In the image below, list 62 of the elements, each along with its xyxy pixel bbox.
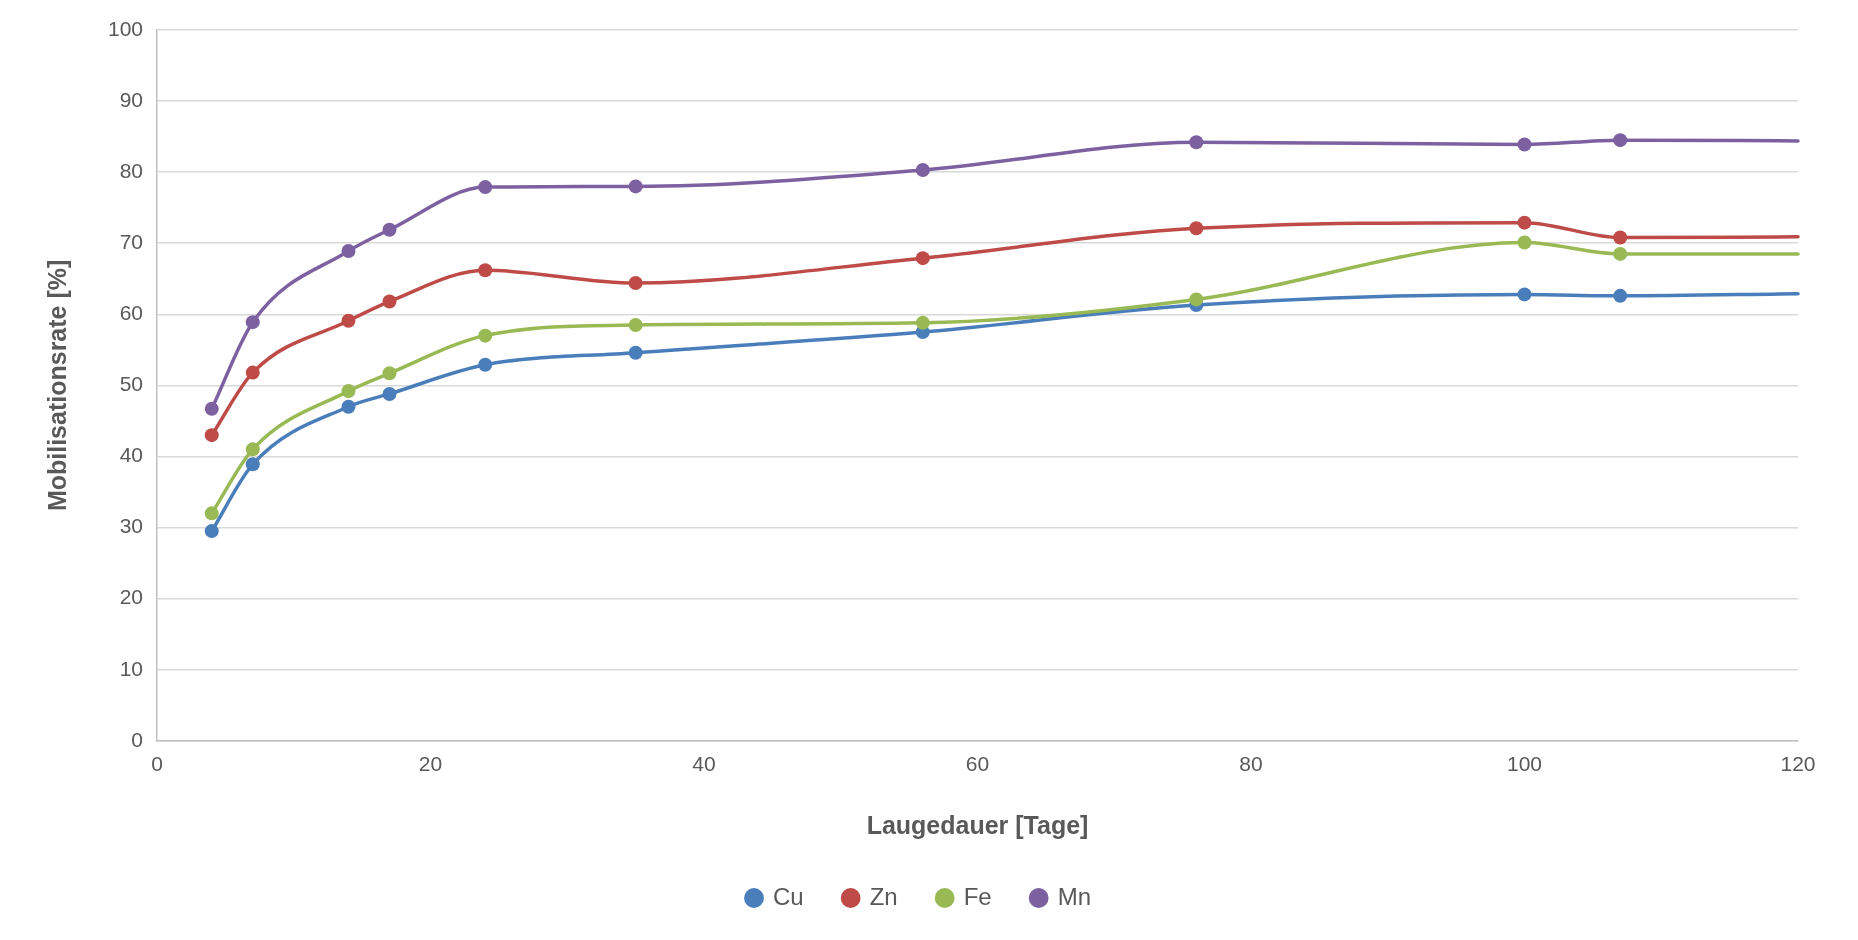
point: [382, 386, 397, 401]
legend-label: Mn: [1057, 882, 1092, 910]
point: [1189, 292, 1204, 307]
point: [382, 366, 397, 381]
point: [341, 313, 356, 328]
point: [915, 163, 930, 178]
point: [245, 365, 260, 380]
point: [1613, 133, 1628, 148]
point: [245, 315, 260, 330]
point: [478, 180, 493, 195]
point: [478, 263, 493, 278]
point: [628, 276, 643, 291]
y-axis-title: Mobilisationsrate [%]: [42, 259, 71, 512]
y-tick-label: 10: [119, 656, 144, 680]
y-tick-label: 20: [119, 585, 144, 609]
point: [204, 524, 219, 539]
point: [382, 222, 397, 237]
point: [1517, 287, 1532, 302]
point: [341, 384, 356, 399]
x-tick-label: 60: [965, 752, 990, 776]
point: [1189, 221, 1204, 236]
point: [1189, 135, 1204, 150]
point: [1613, 230, 1628, 245]
point: [478, 357, 493, 372]
legend-label: Cu: [772, 882, 804, 910]
y-tick-label: 60: [119, 301, 144, 325]
point: [382, 294, 397, 309]
point: [628, 317, 643, 332]
legend-label: Fe: [963, 882, 992, 910]
point: [1613, 288, 1628, 303]
y-tick-label: 90: [119, 87, 144, 111]
x-tick-label: 80: [1239, 752, 1263, 776]
point: [245, 442, 260, 457]
point: [341, 244, 356, 259]
y-tick-label: 0: [131, 727, 144, 751]
x-tick-label: 0: [151, 752, 163, 776]
x-tick-label: 100: [1506, 752, 1543, 776]
y-tick-label: 70: [119, 230, 144, 254]
x-tick-label: 40: [692, 752, 716, 776]
point: [915, 315, 930, 330]
point: [915, 251, 930, 266]
point: [1517, 137, 1532, 152]
legend-label: Zn: [869, 882, 898, 910]
point: [204, 506, 219, 521]
y-tick-label: 100: [107, 16, 144, 40]
point: [245, 457, 260, 472]
point: [1613, 246, 1628, 261]
point: [1517, 215, 1532, 230]
y-tick-label: 40: [119, 443, 144, 467]
y-tick-label: 50: [119, 372, 144, 396]
y-tick-label: 80: [119, 158, 144, 182]
point: [628, 345, 643, 360]
point: [1517, 235, 1532, 250]
point: [628, 179, 643, 194]
point: [204, 428, 219, 443]
x-tick-label: 120: [1780, 752, 1816, 776]
point: [341, 399, 356, 414]
y-tick-label: 30: [119, 514, 144, 538]
x-axis-title: Laugedauer [Tage]: [866, 810, 1089, 839]
point: [204, 401, 219, 416]
point: [478, 328, 493, 343]
x-tick-label: 20: [418, 752, 443, 776]
